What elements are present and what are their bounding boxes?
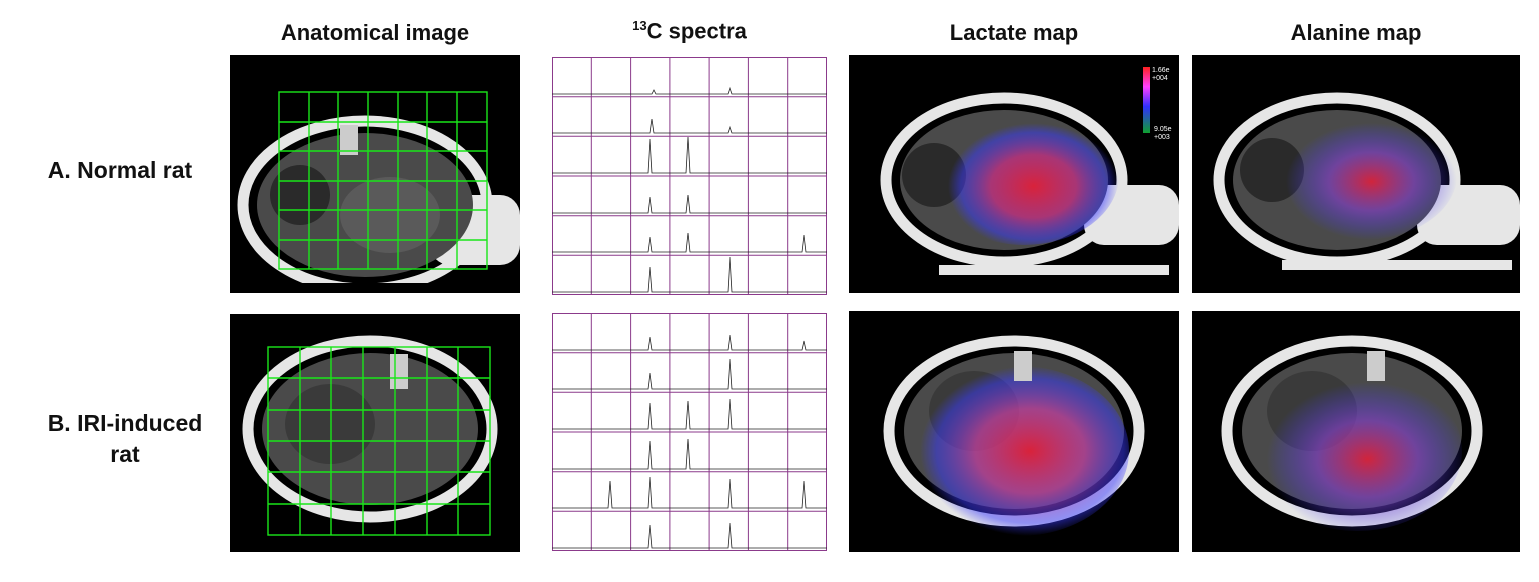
lactate-colorbar [1143,67,1150,133]
anatomical-image-iri [230,314,520,552]
spectra-grid-iri [552,313,827,551]
alanine-map-normal [1192,55,1520,293]
lactate-map-normal: 1.66e +004 9.05e +003 [849,55,1179,293]
title-lactate: Lactate map [949,20,1079,45]
row-label-iri-line2: rat [110,441,140,467]
colorbar-min-2: +003 [1154,134,1170,141]
colorbar-max-2: +004 [1152,75,1168,82]
colorbar-min-1: 9.05e [1154,126,1172,133]
spectra-superscript: 13 [632,18,647,33]
row-label-iri-line1: B. IRI-induced [47,410,203,436]
voxel-grid-iri [267,346,491,536]
colorbar-max-1: 1.66e [1152,67,1170,74]
anatomical-image-normal [230,55,520,293]
row-label-normal: A. Normal rat [47,157,193,183]
title-spectra: 13C spectra [552,18,827,44]
row-label-iri: B. IRI-induced rat [20,408,230,470]
voxel-grid-normal [278,91,488,270]
spectra-title-text: C spectra [646,18,747,44]
spectra-grid-normal [552,57,827,295]
title-anatomical: Anatomical image [280,20,470,45]
alanine-map-iri [1192,311,1520,552]
lactate-map-iri [849,311,1179,552]
title-alanine: Alanine map [1290,20,1422,45]
